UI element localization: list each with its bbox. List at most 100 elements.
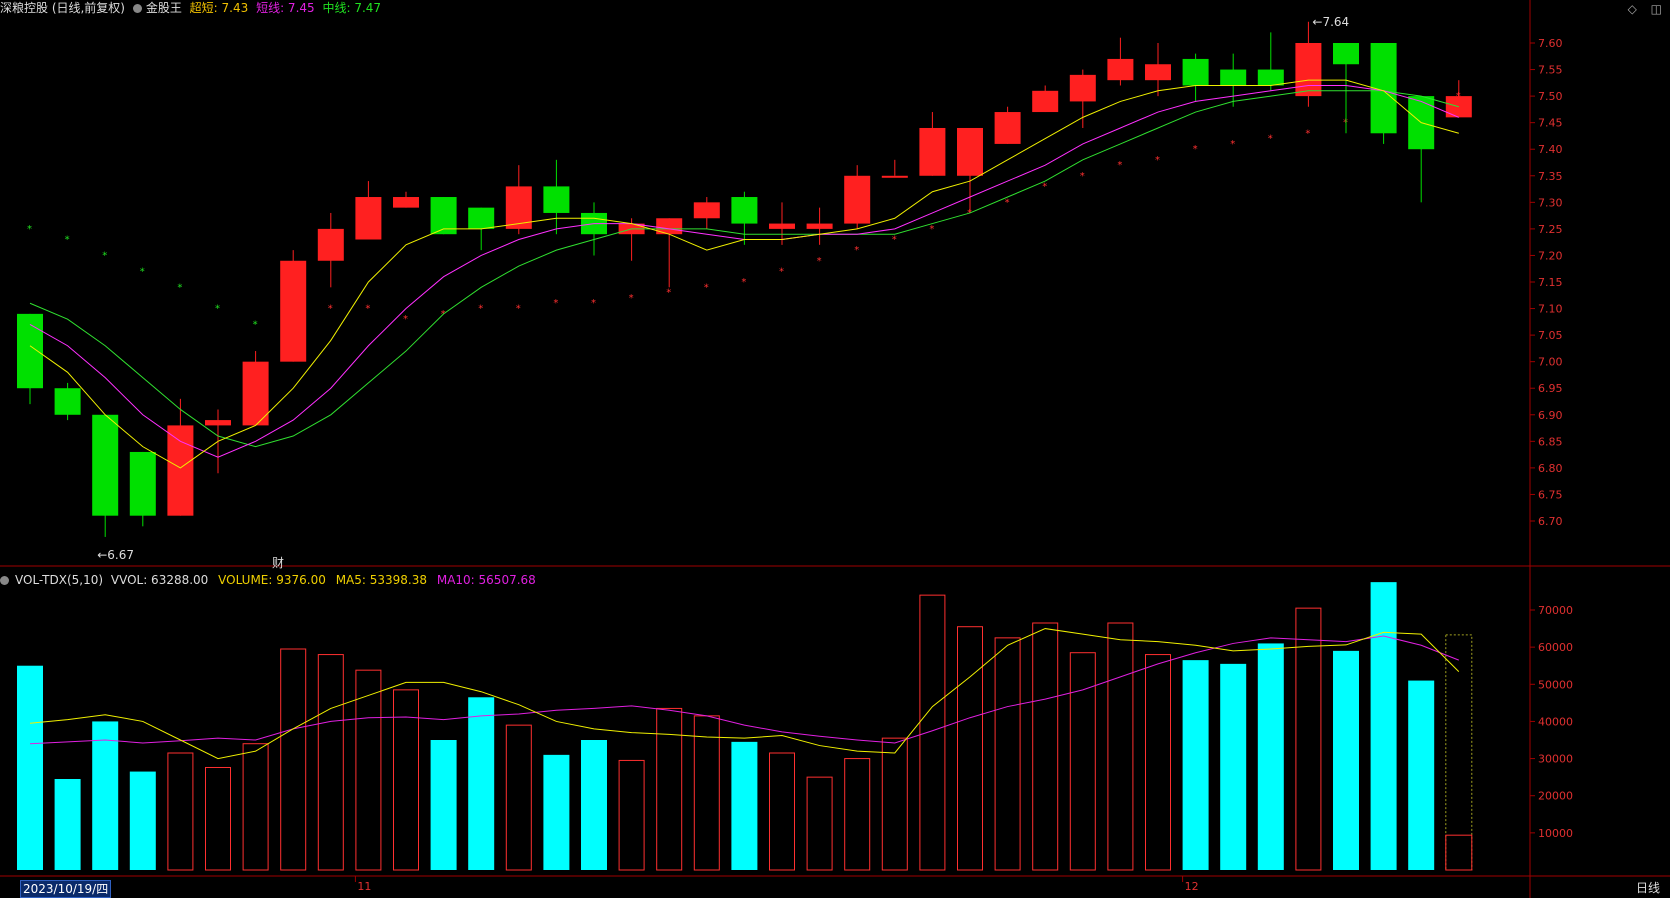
candle-body[interactable] — [693, 202, 720, 219]
price-tick-label: 7.15 — [1538, 276, 1563, 289]
volume-bar[interactable] — [957, 626, 983, 871]
high-price-label: ←7.64 — [1312, 15, 1349, 29]
candle-body[interactable] — [167, 425, 194, 516]
candle-body[interactable] — [280, 260, 307, 362]
price-tick-label: 7.55 — [1538, 64, 1563, 77]
price-tick-label: 7.00 — [1538, 356, 1563, 369]
panel-toggle-icon[interactable]: ◫ — [1650, 2, 1662, 16]
volume-bar[interactable] — [1220, 663, 1247, 870]
candle-body[interactable] — [1107, 58, 1134, 81]
volume-bar[interactable] — [167, 752, 194, 871]
volume-bar[interactable] — [881, 737, 908, 871]
candle-body[interactable] — [1220, 69, 1247, 86]
volume-indicator-name[interactable]: VOL-TDX(5,10) — [15, 573, 104, 587]
sar-point: * — [892, 235, 897, 246]
price-tick-label: 7.20 — [1538, 249, 1563, 262]
volume-bar-current[interactable] — [1445, 834, 1473, 871]
volume-bar[interactable] — [1257, 643, 1284, 870]
indicator-dot-icon[interactable] — [132, 4, 142, 13]
volume-bar[interactable] — [205, 766, 231, 871]
volume-bar[interactable] — [693, 715, 720, 871]
candle-body[interactable] — [881, 175, 908, 178]
volume-bar[interactable] — [994, 637, 1021, 871]
candle-body[interactable] — [17, 313, 43, 389]
volume-bar[interactable] — [1032, 622, 1059, 871]
volume-bar[interactable] — [1145, 654, 1171, 871]
candle-body[interactable] — [468, 207, 495, 229]
candle-body[interactable] — [430, 197, 457, 235]
volume-bar[interactable] — [1069, 652, 1096, 871]
candle-body[interactable] — [1333, 43, 1359, 65]
candle-body[interactable] — [1295, 43, 1322, 97]
volume-bar[interactable] — [769, 752, 795, 871]
volume-bar[interactable] — [543, 754, 570, 870]
volume-bar[interactable] — [806, 776, 833, 871]
volume-bar[interactable] — [844, 758, 871, 871]
volume-bar[interactable] — [1408, 680, 1435, 870]
candle-body[interactable] — [1257, 69, 1284, 86]
volume-bar[interactable] — [17, 665, 43, 870]
volume-bar[interactable] — [656, 707, 683, 871]
volume-bar[interactable] — [1333, 650, 1359, 870]
candle-body[interactable] — [1069, 74, 1096, 102]
window-controls: ◇ ◫ — [1618, 2, 1662, 16]
volume-bar[interactable] — [54, 779, 81, 870]
volume-bar[interactable] — [317, 654, 344, 871]
candle-body[interactable] — [505, 186, 532, 229]
volume-bar[interactable] — [1445, 634, 1473, 871]
candle-body[interactable] — [844, 175, 871, 224]
period-label[interactable]: 日线 — [1635, 881, 1660, 895]
candle-body[interactable] — [129, 451, 156, 516]
volume-bar[interactable] — [1182, 660, 1209, 870]
volume-bar[interactable] — [618, 759, 645, 871]
volume-bar[interactable] — [468, 697, 495, 870]
candle-body[interactable] — [205, 420, 231, 426]
volume-bar[interactable] — [731, 741, 758, 870]
candle-body[interactable] — [957, 127, 983, 176]
candle-body[interactable] — [1032, 90, 1059, 113]
volume-bar[interactable] — [355, 669, 382, 871]
indicator-name[interactable]: 金股王 — [145, 1, 182, 15]
candle-body[interactable] — [355, 197, 382, 240]
volume-bar[interactable] — [92, 721, 119, 870]
candle-body[interactable] — [806, 223, 833, 229]
price-tick-label: 7.30 — [1538, 196, 1563, 209]
candle-body[interactable] — [317, 228, 344, 261]
sar-point: * — [629, 293, 634, 304]
volume-bar[interactable] — [430, 740, 457, 870]
collapse-icon[interactable]: ◇ — [1627, 2, 1637, 16]
sar-point: * — [1117, 160, 1122, 171]
volume-bar[interactable] — [1107, 622, 1134, 871]
volume-bar[interactable] — [581, 740, 607, 870]
sar-point: * — [140, 266, 145, 277]
volume-dot-icon[interactable] — [0, 576, 9, 585]
volume-bar[interactable] — [1295, 607, 1322, 871]
volume-bar[interactable] — [919, 594, 946, 871]
candle-body[interactable] — [994, 112, 1021, 144]
candle-body[interactable] — [1445, 96, 1472, 118]
candle-body[interactable] — [731, 197, 758, 224]
candle-body[interactable] — [1182, 58, 1209, 86]
volume-bar[interactable] — [280, 648, 307, 871]
sar-point: * — [817, 256, 822, 267]
candle-body[interactable] — [242, 361, 269, 426]
price-tick-label: 7.35 — [1538, 170, 1563, 183]
candle-body[interactable] — [54, 388, 81, 415]
candle-body[interactable] — [393, 197, 419, 208]
volume-bar[interactable] — [393, 689, 419, 871]
volume-bar[interactable] — [242, 743, 269, 871]
volume-bar[interactable] — [505, 724, 532, 871]
candle-body[interactable] — [919, 127, 946, 176]
candle-body[interactable] — [1145, 64, 1171, 81]
sar-point: * — [102, 250, 107, 261]
sar-point: * — [1305, 128, 1310, 139]
candle-body[interactable] — [543, 186, 570, 213]
volume-bar[interactable] — [129, 771, 156, 870]
volume-bar[interactable] — [1370, 582, 1397, 870]
finance-marker[interactable]: 财 — [272, 556, 285, 570]
date-cursor-box: 2023/10/19/四 — [20, 880, 112, 898]
candle-body[interactable] — [92, 414, 119, 516]
sar-point: * — [1005, 197, 1010, 208]
candle-body[interactable] — [769, 223, 795, 229]
